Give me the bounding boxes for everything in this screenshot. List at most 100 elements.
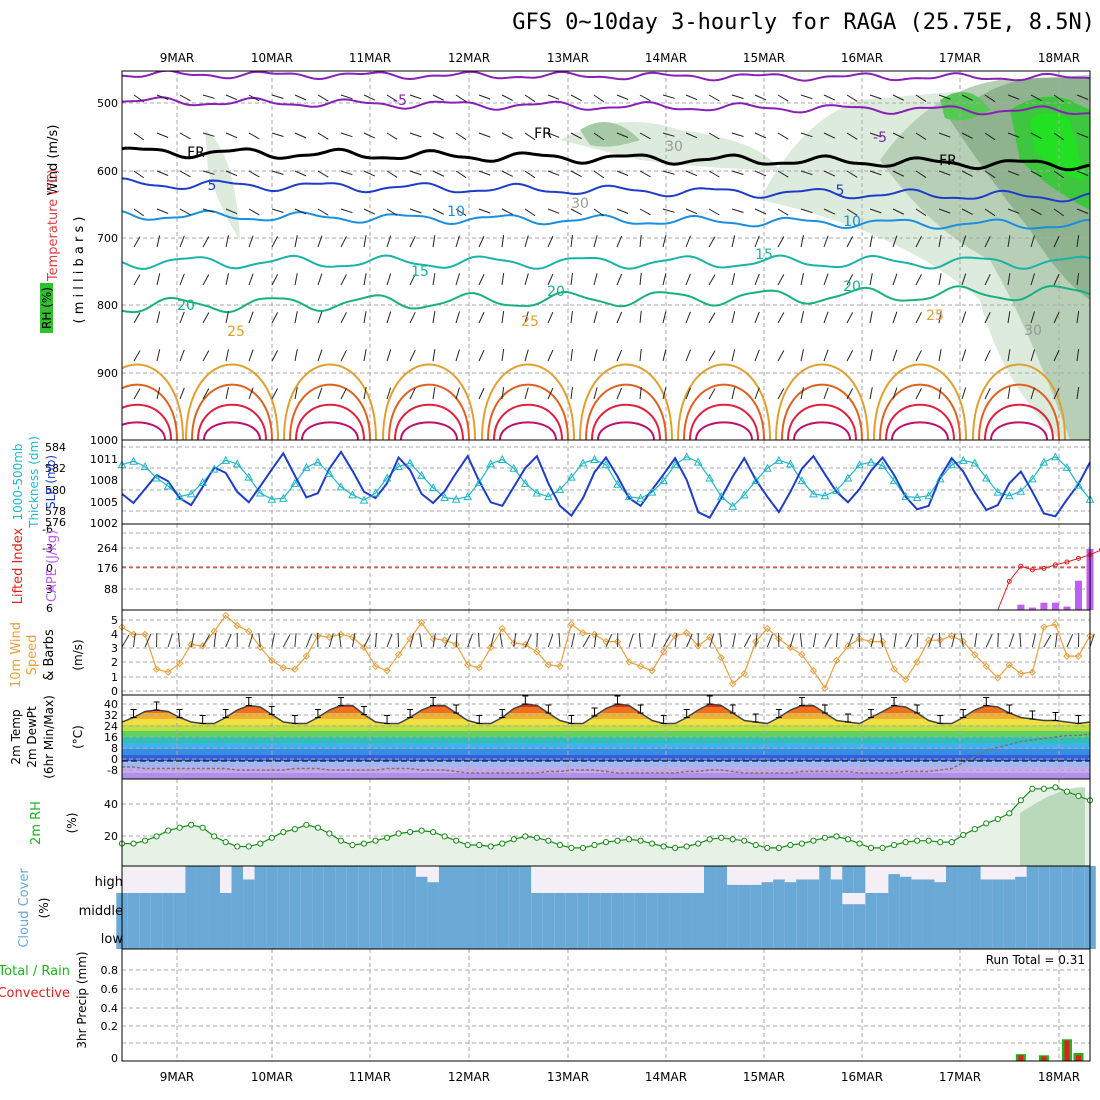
cape-ytick: 176	[97, 562, 118, 575]
temp-minmax-bar	[153, 701, 160, 711]
upper-wind-barb	[478, 208, 491, 214]
wind-barb	[513, 633, 517, 648]
cloud-cell	[1072, 893, 1085, 921]
wind-speed-point	[475, 664, 483, 672]
upper-ytick: 600	[97, 165, 118, 178]
wind-barb	[190, 633, 195, 648]
rh2m-point	[994, 815, 1001, 823]
upper-wind-barb	[1076, 235, 1080, 248]
cloud-cell	[231, 866, 244, 893]
cloud-cell	[1049, 893, 1062, 921]
upper-wind-barb	[1030, 132, 1042, 140]
upper-wind-barb	[777, 170, 789, 178]
thickness-ytick: 576	[45, 516, 66, 529]
wind-barb	[271, 633, 275, 648]
upper-wind-barb	[915, 350, 922, 362]
wind-speed-point	[175, 659, 184, 668]
warm-lobe-6-3	[695, 421, 753, 440]
lifted-index-point	[1075, 555, 1081, 561]
cloud-cell	[969, 893, 981, 921]
upper-wind-barb	[662, 349, 667, 362]
thickness-point	[636, 493, 645, 502]
thickness-point	[659, 476, 668, 485]
thickness-point	[371, 488, 380, 497]
upper-wind-barb	[846, 350, 854, 362]
cloud-cell	[611, 921, 624, 949]
cloud-cell	[1049, 866, 1062, 893]
rh2m-point	[1017, 797, 1024, 804]
wind-barb	[951, 633, 956, 648]
wind-speed-point	[982, 662, 990, 671]
cloud-cell	[369, 866, 382, 893]
upper-wind-barb	[731, 170, 744, 175]
cloud-cell	[623, 893, 635, 921]
rh2m-fill	[122, 787, 1090, 866]
wind-barb	[1008, 633, 1015, 648]
contour-label: FR	[939, 153, 957, 169]
wind-speed-point	[763, 624, 772, 633]
warm-lobe-5-3	[597, 421, 655, 440]
upper-wind-barb	[616, 208, 629, 214]
upper-wind-barb	[846, 236, 854, 248]
warm-lobe-8-0	[873, 363, 967, 440]
upper-wind-barb	[708, 94, 720, 102]
upper-wind-barb	[386, 349, 392, 362]
upper-wind-barb	[754, 170, 767, 177]
upper-wind-barb	[823, 235, 829, 248]
temp-minmax-bar	[291, 715, 298, 724]
contour-label: 20	[843, 279, 861, 295]
thickness-point	[544, 492, 553, 501]
upper-wind-barb	[455, 170, 467, 178]
cloud-cell	[266, 866, 278, 893]
thickness-point	[647, 487, 657, 496]
wind-speed-point	[544, 661, 553, 669]
thickness-point	[993, 487, 1003, 496]
warm-lobe-1-0	[185, 363, 279, 440]
run-total-label: Run Total = 0.31	[986, 953, 1085, 967]
upper-wind-barb	[363, 311, 367, 324]
rh2m-point	[625, 836, 633, 843]
thickness-point	[152, 473, 161, 482]
wind-barb	[547, 633, 554, 648]
upper-wind-barb	[731, 273, 736, 286]
lifted-index-ytick: 6	[46, 602, 53, 615]
cloud-cell	[1015, 893, 1027, 921]
frame-wind	[121, 609, 1091, 696]
lifted-index-point	[1041, 565, 1047, 571]
cloud-cell	[934, 921, 946, 949]
warm-lobe-0-0	[122, 363, 184, 440]
upper-wind-barb	[662, 132, 675, 137]
upper-wind-barb	[846, 208, 858, 216]
thickness-point	[359, 495, 369, 504]
thickness-point	[820, 491, 830, 500]
upper-wind-barb	[662, 273, 667, 286]
wind-barb	[928, 633, 934, 648]
thickness-point	[774, 455, 784, 464]
cloud-cell	[727, 921, 739, 949]
cloud-cell	[1003, 921, 1016, 949]
thickness-point	[578, 458, 588, 467]
upper-wind-barb	[501, 94, 513, 101]
wind-barb	[524, 634, 532, 648]
warm-lobe-2-0	[283, 363, 377, 440]
upper-wind-barb	[1007, 208, 1020, 214]
upper-wind-barb	[685, 349, 691, 362]
upper-wind-barb	[823, 349, 829, 362]
rh2m-point	[706, 836, 713, 843]
upper-wind-barb	[386, 311, 392, 324]
cloud-cell	[992, 921, 1004, 949]
upper-wind-barb	[1053, 170, 1065, 179]
thickness-point	[981, 473, 991, 482]
cloud-cell	[830, 921, 843, 949]
rh2m-point	[764, 844, 771, 852]
warm-lobe-7-0	[775, 363, 869, 440]
cloud-cell	[1026, 921, 1039, 949]
upper-wind-barb	[1053, 208, 1065, 217]
upper-wind-barb	[202, 208, 215, 213]
cape-bar	[1028, 607, 1036, 610]
upper-wind-barb	[317, 94, 329, 102]
isotherm-minus10	[122, 71, 1090, 82]
cloud-cell	[796, 921, 808, 949]
upper-wind-barb	[869, 311, 873, 324]
cloud-cell	[577, 921, 589, 949]
